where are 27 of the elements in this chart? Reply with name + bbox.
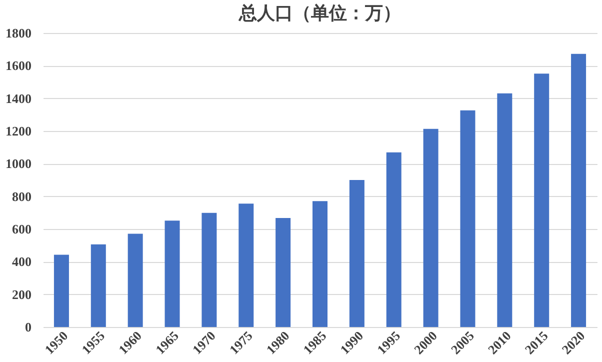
bar [238, 204, 254, 327]
bar [312, 201, 328, 327]
bar [571, 54, 586, 327]
y-tick-label: 1800 [6, 26, 32, 40]
bar [276, 218, 291, 327]
bar [202, 212, 217, 327]
bar [90, 244, 106, 327]
y-tick-label: 200 [12, 286, 32, 302]
y-tick-label: 1200 [6, 124, 32, 138]
x-tick-label: 1980 [263, 328, 292, 358]
y-tick-label: 0 [25, 320, 32, 334]
y-tick-label: 400 [12, 254, 32, 270]
y-tick-label: 1000 [6, 156, 32, 172]
bar [460, 110, 476, 327]
y-tick-label: 600 [12, 222, 32, 236]
chart-title: 总人口（单位：万） [238, 3, 401, 24]
bar [423, 128, 438, 327]
bar [54, 254, 69, 327]
y-tick-label: 1400 [6, 90, 32, 106]
bar [164, 220, 180, 327]
y-tick-label: 800 [12, 188, 32, 204]
y-tick-label: 1600 [6, 58, 32, 74]
bar [128, 234, 143, 327]
bar [349, 180, 364, 327]
bar [534, 74, 550, 327]
bar [497, 93, 512, 327]
bar [386, 152, 402, 327]
